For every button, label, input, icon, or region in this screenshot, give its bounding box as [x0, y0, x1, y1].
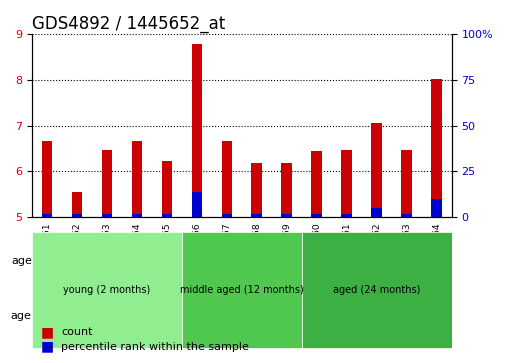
Bar	[132, 141, 142, 217]
Bar	[371, 208, 382, 217]
Bar	[401, 213, 412, 217]
Bar	[281, 213, 292, 217]
Text: count: count	[61, 327, 92, 337]
FancyBboxPatch shape	[182, 232, 302, 348]
Bar	[192, 192, 202, 217]
Text: ■: ■	[41, 340, 54, 354]
Bar	[401, 150, 412, 217]
Bar	[132, 213, 142, 217]
Text: middle aged (12 months): middle aged (12 months)	[180, 285, 304, 295]
Bar	[311, 213, 322, 217]
Bar	[162, 213, 172, 217]
Bar	[431, 199, 442, 217]
Bar	[162, 162, 172, 217]
Bar	[221, 141, 232, 217]
Bar	[42, 141, 52, 217]
Bar	[42, 213, 52, 217]
FancyBboxPatch shape	[302, 232, 452, 348]
Bar	[431, 79, 442, 217]
Text: aged (24 months): aged (24 months)	[333, 285, 421, 295]
FancyBboxPatch shape	[32, 232, 182, 348]
Bar	[192, 44, 202, 217]
Text: young (2 months): young (2 months)	[63, 285, 150, 295]
Text: GDS4892 / 1445652_at: GDS4892 / 1445652_at	[32, 15, 225, 33]
Bar	[72, 213, 82, 217]
Text: ■: ■	[41, 325, 54, 339]
Text: age: age	[11, 256, 32, 266]
Text: percentile rank within the sample: percentile rank within the sample	[61, 342, 249, 352]
Bar	[251, 163, 262, 217]
Bar	[221, 213, 232, 217]
Bar	[102, 150, 112, 217]
Bar	[341, 150, 352, 217]
Text: age: age	[10, 311, 31, 321]
Bar	[72, 192, 82, 217]
Bar	[251, 213, 262, 217]
Bar	[341, 213, 352, 217]
Bar	[311, 151, 322, 217]
Bar	[371, 123, 382, 217]
Bar	[102, 213, 112, 217]
Bar	[281, 163, 292, 217]
